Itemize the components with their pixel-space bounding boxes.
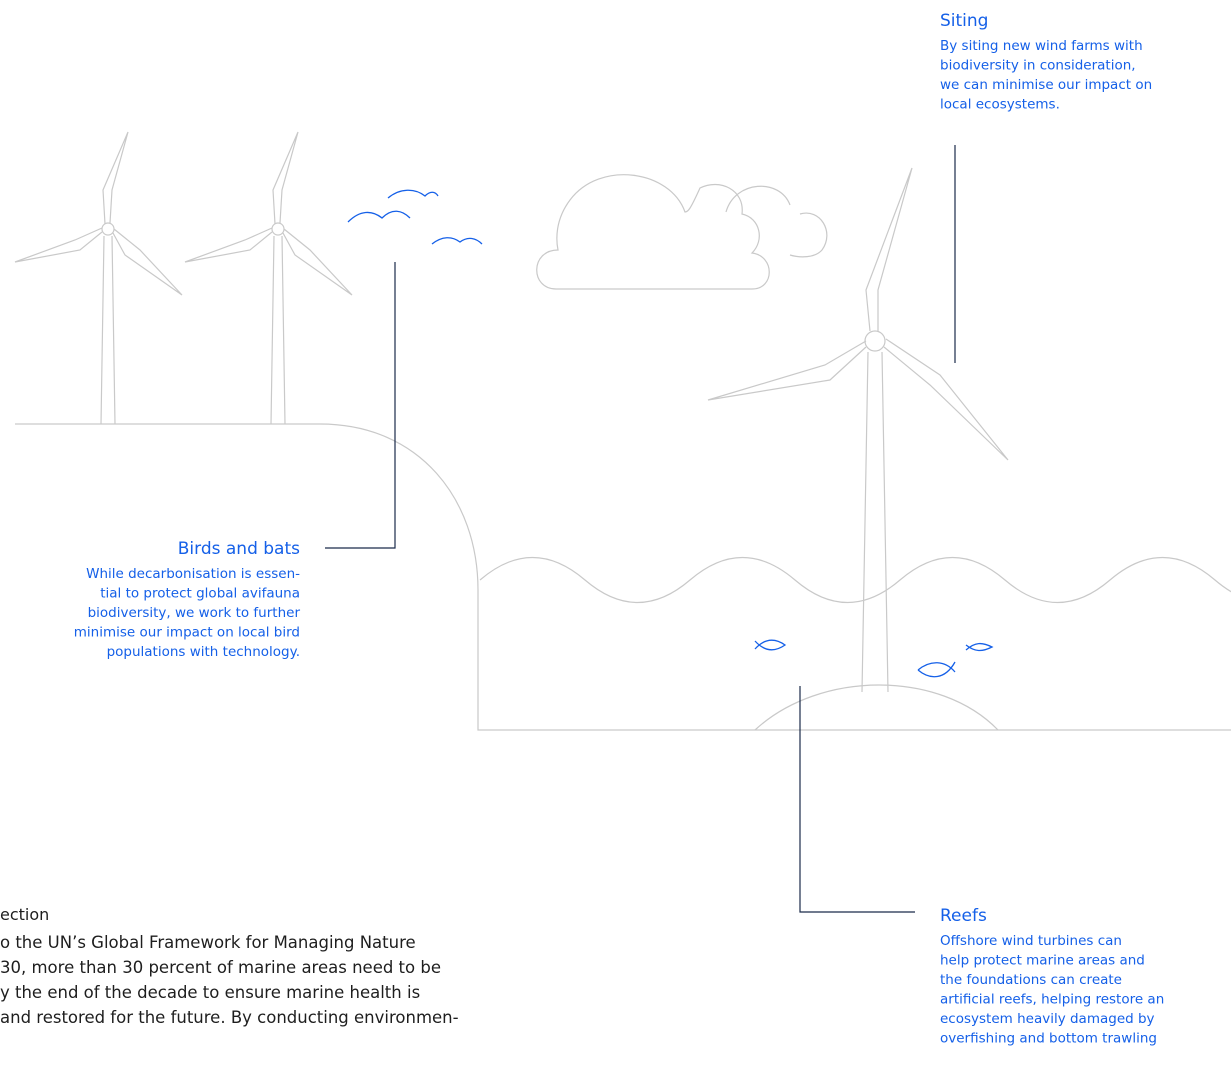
fish xyxy=(917,661,956,678)
bird xyxy=(431,237,483,245)
callout-text: artificial reefs, helping restore an xyxy=(940,992,1164,1008)
bird xyxy=(387,189,439,199)
turbine xyxy=(14,131,183,425)
callout-title: Siting xyxy=(940,11,988,31)
leader-line xyxy=(799,686,915,913)
leader-line xyxy=(325,262,396,549)
callout-text: By siting new wind farms with xyxy=(940,38,1143,54)
callout-text: tial to protect global avifauna xyxy=(100,586,300,602)
section-text: y the end of the decade to ensure marine… xyxy=(0,983,420,1002)
section-text: and restored for the future. By conducti… xyxy=(0,1008,459,1027)
callout-text: overfishing and bottom trawling xyxy=(940,1031,1157,1047)
turbines xyxy=(14,131,1009,693)
callout-text: biodiversity in consideration, xyxy=(940,58,1136,74)
callout-text: populations with technology. xyxy=(107,644,300,660)
bird xyxy=(347,210,411,223)
callout-text: help protect marine areas and xyxy=(940,953,1145,969)
callout-text: we can minimise our impact on xyxy=(940,77,1152,93)
ground xyxy=(15,423,1231,731)
section-title: ection xyxy=(0,905,49,924)
birds xyxy=(347,189,483,245)
callout-text: Offshore wind turbines can xyxy=(940,933,1122,949)
section-text: 30, more than 30 percent of marine areas… xyxy=(0,958,441,977)
fish xyxy=(965,642,994,652)
leader-lines xyxy=(325,145,956,913)
callout-text: ecosystem heavily damaged by xyxy=(940,1011,1155,1027)
cloud xyxy=(536,174,770,290)
turbine xyxy=(707,167,1009,693)
fish xyxy=(754,639,994,678)
landscape xyxy=(15,174,1231,731)
waves xyxy=(479,556,1231,604)
callout-title: Birds and bats xyxy=(178,539,300,559)
section-text: o the UN’s Global Framework for Managing… xyxy=(0,933,416,952)
callout-title: Reefs xyxy=(940,906,987,926)
callout-text: the foundations can create xyxy=(940,972,1122,988)
fish xyxy=(754,639,787,651)
cloud xyxy=(725,185,828,258)
callout-text: minimise our impact on local bird xyxy=(74,625,300,641)
turbine xyxy=(184,131,353,425)
callout-text: local ecosystems. xyxy=(940,97,1060,113)
reef-hill xyxy=(754,684,999,731)
callout-text: While decarbonisation is essen- xyxy=(86,566,300,582)
callout-text: biodiversity, we work to further xyxy=(88,605,301,621)
